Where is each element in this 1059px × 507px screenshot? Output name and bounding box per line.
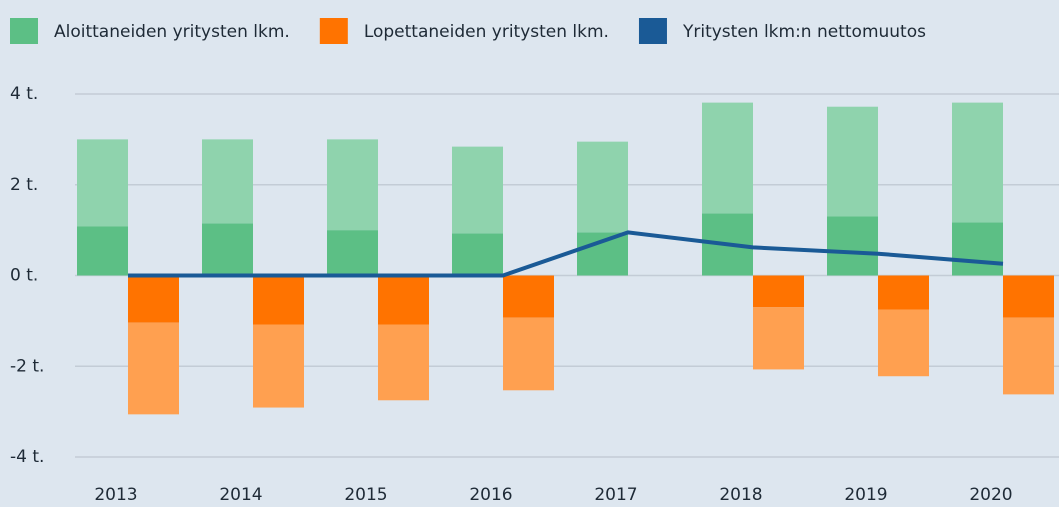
x-tick-label: 2019	[844, 485, 887, 505]
x-tick-label: 2014	[219, 485, 262, 505]
legend-label: Aloittaneiden yritysten lkm.	[54, 22, 290, 42]
bar	[77, 139, 128, 227]
x-tick-label: 2013	[94, 485, 137, 505]
bar	[503, 275, 554, 318]
bar	[878, 309, 929, 377]
y-tick-label: -2 t.	[10, 356, 44, 376]
y-tick-label: -4 t.	[10, 447, 44, 467]
bar	[327, 139, 378, 231]
bar	[577, 141, 628, 233]
bar	[128, 275, 179, 323]
y-tick-label: 0 t.	[10, 266, 38, 286]
bar	[202, 223, 253, 276]
line	[128, 230, 1004, 278]
bar	[753, 307, 804, 370]
bar	[452, 146, 503, 234]
bar	[1003, 317, 1054, 395]
bar	[378, 275, 429, 325]
bar	[202, 139, 253, 224]
bar	[253, 324, 304, 408]
legend-swatch	[319, 18, 348, 44]
bar	[452, 233, 503, 276]
bar	[503, 317, 554, 391]
bar	[753, 275, 804, 308]
y-tick-label: 4 t.	[10, 84, 38, 104]
x-tick-label: 2016	[469, 485, 512, 505]
legend-swatch	[10, 18, 38, 44]
bar	[77, 226, 128, 276]
legend-label: Lopettaneiden yritysten lkm.	[364, 22, 609, 42]
bar	[327, 230, 378, 276]
legend-swatch	[638, 18, 667, 44]
legend-label: Yritysten lkm:n nettomuutos	[682, 22, 926, 42]
bar	[577, 232, 628, 276]
bar	[878, 275, 929, 310]
bar	[827, 216, 878, 276]
x-tick-label: 2015	[344, 485, 387, 505]
bar	[702, 102, 753, 214]
bar	[378, 324, 429, 401]
bar	[952, 102, 1003, 223]
bar	[253, 275, 304, 325]
x-tick-label: 2020	[969, 485, 1012, 505]
y-tick-label: 2 t.	[10, 175, 38, 195]
bar	[1003, 275, 1054, 318]
x-tick-label: 2017	[594, 485, 637, 505]
x-tick-label: 2018	[719, 485, 762, 505]
bar	[827, 106, 878, 217]
bar	[128, 322, 179, 415]
bar	[952, 222, 1003, 276]
